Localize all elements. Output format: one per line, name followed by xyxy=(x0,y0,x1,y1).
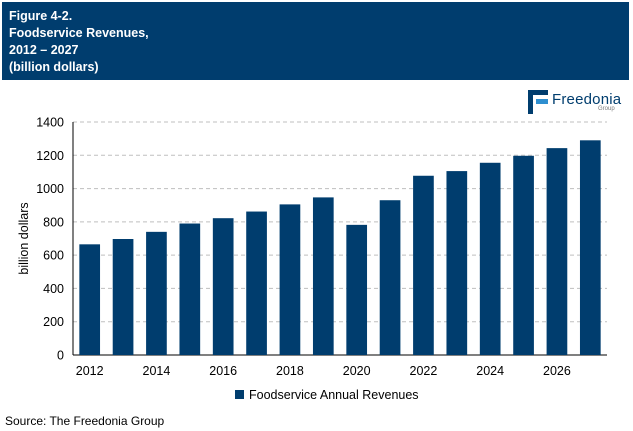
bar-2022 xyxy=(413,175,434,355)
figure-header: Figure 4-2. Foodservice Revenues, 2012 –… xyxy=(2,2,629,80)
bar-2012 xyxy=(79,244,101,355)
y-tick-label: 200 xyxy=(43,315,64,329)
x-tick-label: 2014 xyxy=(143,364,171,378)
bar-2027 xyxy=(579,140,601,355)
bar-2024 xyxy=(479,162,501,355)
bar-2017 xyxy=(246,211,267,355)
freedonia-logo-icon xyxy=(528,90,548,114)
y-axis-label: billion dollars xyxy=(17,202,31,274)
x-tick-label: 2026 xyxy=(543,364,571,378)
figure-number: Figure 4-2. xyxy=(9,9,73,23)
x-tick-label: 2024 xyxy=(476,364,504,378)
x-tick-label: 2020 xyxy=(343,364,371,378)
bar-2016 xyxy=(212,218,234,355)
y-tick-label: 1400 xyxy=(36,116,64,130)
figure-units: (billion dollars) xyxy=(9,60,99,74)
bar-2021 xyxy=(379,200,401,355)
bar-2023 xyxy=(446,171,468,355)
bar-2019 xyxy=(312,197,334,355)
bar-2013 xyxy=(112,238,134,355)
y-tick-label: 0 xyxy=(57,349,64,363)
bar-2025 xyxy=(513,155,534,355)
legend-label: Foodservice Annual Revenues xyxy=(249,388,419,402)
freedonia-logo: Freedonia Group xyxy=(528,90,628,116)
logo-subtext: Group xyxy=(598,106,615,112)
x-tick-label: 2022 xyxy=(410,364,438,378)
x-tick-label: 2016 xyxy=(209,364,237,378)
y-tick-label: 600 xyxy=(43,249,64,263)
bar-2020 xyxy=(346,224,368,355)
bar-chart: 0 200 400 600 800 1000 1200 1400 2012 2014 2016 201… xyxy=(17,116,607,402)
x-tick-label: 2018 xyxy=(276,364,304,378)
figure-title: Foodservice Revenues, xyxy=(9,26,149,40)
bar-2014 xyxy=(146,231,167,355)
y-tick-label: 800 xyxy=(43,215,64,229)
bar-2018 xyxy=(279,204,301,355)
y-tick-label: 400 xyxy=(43,282,64,296)
bar-2015 xyxy=(179,223,201,355)
logo-wordmark: Freedonia xyxy=(552,91,622,108)
x-tick-label: 2012 xyxy=(76,364,104,378)
y-tick-label: 1200 xyxy=(36,149,64,163)
source-note: Source: The Freedonia Group xyxy=(5,414,165,428)
legend-swatch xyxy=(235,390,244,399)
figure-years: 2012 – 2027 xyxy=(9,43,79,57)
bar-2026 xyxy=(546,148,568,355)
y-tick-label: 1000 xyxy=(36,182,64,196)
